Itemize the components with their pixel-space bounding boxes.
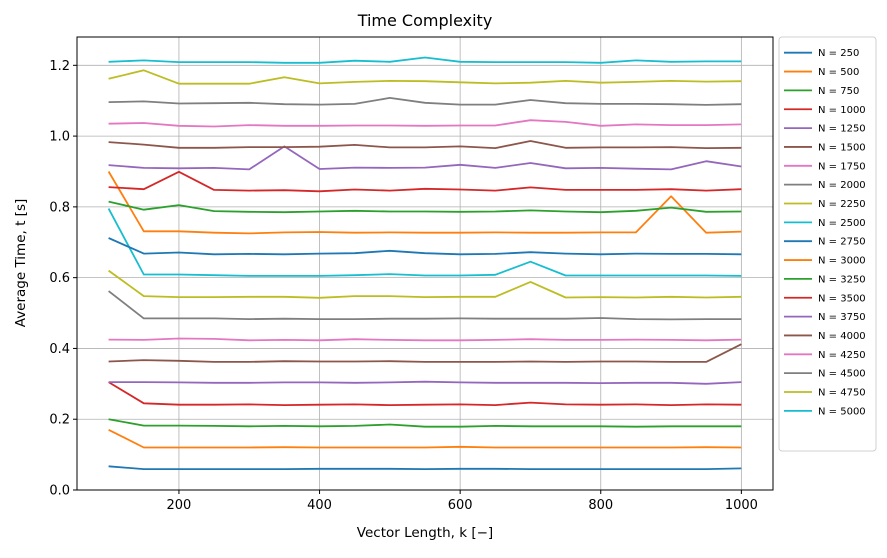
legend-label: N = 750 <box>818 86 859 97</box>
legend-label: N = 2750 <box>818 237 866 248</box>
legend-label: N = 2000 <box>818 180 866 191</box>
chart-title: Time Complexity <box>357 11 493 30</box>
series-line-4250 <box>108 119 742 128</box>
x-axis-ticks: 200 400 600 800 1000 <box>167 490 758 513</box>
legend-box <box>778 36 877 452</box>
series-line-4750 <box>108 69 742 85</box>
y-tick-label: 0.8 <box>49 200 70 215</box>
y-tick-label: 1.0 <box>49 130 70 145</box>
y-tick-label: 1.2 <box>49 59 70 74</box>
y-tick-label: 0.6 <box>49 271 70 286</box>
legend: N = 250 N = 500 N = 750 N = 1000 N = 1250 N =… <box>778 36 877 452</box>
series-line-2750 <box>108 237 742 256</box>
series-line-3250 <box>108 200 742 214</box>
legend-label: N = 4500 <box>818 369 866 380</box>
legend-label: N = 500 <box>818 67 859 78</box>
series-line-500 <box>108 428 742 449</box>
x-tick-label: 1000 <box>725 498 758 513</box>
legend-label: N = 2250 <box>818 199 866 210</box>
series-lines <box>107 56 742 471</box>
series-line-1750 <box>108 337 742 342</box>
legend-label: N = 1250 <box>818 124 866 135</box>
series-line-3750 <box>108 145 742 171</box>
x-tick-label: 200 <box>167 498 192 513</box>
series-line-1500 <box>108 343 742 363</box>
x-tick-label: 800 <box>588 498 613 513</box>
y-tick-label: 0.2 <box>49 413 70 428</box>
series-line-3000 <box>107 171 742 235</box>
x-axis-label: Vector Length, k [−] <box>357 525 493 541</box>
legend-label: N = 1750 <box>818 161 866 172</box>
x-tick-label: 600 <box>448 498 473 513</box>
y-axis-ticks: 0.0 0.2 0.4 0.6 0.8 1.0 1.2 <box>49 59 77 499</box>
series-line-750 <box>108 418 742 428</box>
legend-label: N = 4000 <box>818 331 866 342</box>
legend-label: N = 2500 <box>818 218 866 229</box>
legend-label: N = 1500 <box>818 142 866 153</box>
series-line-1250 <box>108 380 742 385</box>
legend-label: N = 4250 <box>818 350 866 361</box>
plot-frame <box>76 36 774 491</box>
series-line-250 <box>108 465 742 471</box>
legend-label: N = 3000 <box>818 256 866 267</box>
legend-label: N = 1000 <box>818 105 866 116</box>
legend-label: N = 3750 <box>818 312 866 323</box>
legend-label: N = 3500 <box>818 293 866 304</box>
legend-label: N = 5000 <box>818 406 866 417</box>
series-line-2000 <box>108 290 742 321</box>
y-axis-label: Average Time, t [s] <box>13 199 29 328</box>
series-line-3500 <box>108 170 742 193</box>
y-tick-label: 0.4 <box>49 342 70 357</box>
series-line-2250 <box>108 269 742 299</box>
legend-label: N = 4750 <box>818 388 866 399</box>
series-line-5000 <box>108 56 742 64</box>
series-line-4500 <box>108 97 742 106</box>
series-line-2500 <box>107 208 742 277</box>
series-line-1000 <box>108 381 742 407</box>
series-line-4000 <box>108 140 742 150</box>
y-tick-label: 0.0 <box>49 484 70 499</box>
x-tick-label: 400 <box>307 498 332 513</box>
legend-label: N = 250 <box>818 48 859 59</box>
legend-label: N = 3250 <box>818 274 866 285</box>
